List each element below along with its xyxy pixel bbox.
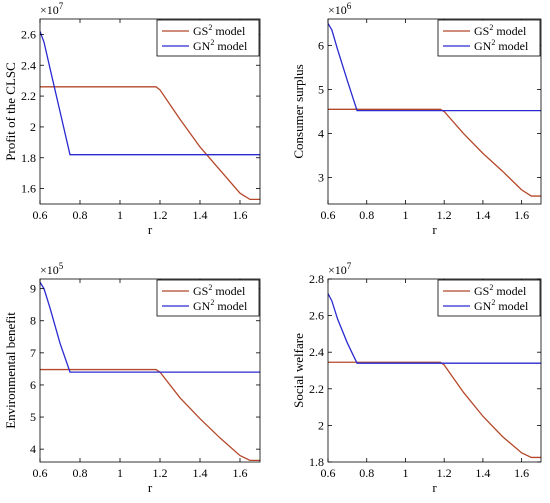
y-tick-label: 2 [318,418,324,432]
x-tick-label: 1 [117,466,123,480]
x-tick-label: 1.4 [475,466,490,480]
x-tick-label: 0.6 [33,208,48,222]
legend-entry: GS2 model [474,283,527,298]
series-line-gn [40,31,260,156]
x-tick-label: 1.4 [475,208,490,222]
x-tick-label: 1.6 [233,466,248,480]
y-tick-label: 1.8 [309,455,324,469]
x-axis-label: r [148,480,153,495]
series-line-gs [40,86,260,201]
x-tick-label: 1.6 [514,208,529,222]
series-line-gn [328,23,541,112]
y-tick-label: 7 [30,346,36,360]
series-line-gn [40,281,260,373]
legend-entry: GN2 model [193,298,248,313]
legend-entry: GN2 model [474,38,529,53]
y-tick-label: 6 [30,378,36,392]
x-tick-label: 1.2 [153,466,168,480]
legend-box [437,279,541,317]
y-tick-label: 1.6 [21,182,36,196]
x-tick-label: 0.6 [321,466,336,480]
y-tick-label: 2.4 [21,58,36,72]
legend-entry: GS2 model [193,283,246,298]
y-tick-label: 5 [30,410,36,424]
x-tick-label: 0.8 [359,466,374,480]
series-line-gs [328,108,541,197]
x-tick-label: 0.6 [33,466,48,480]
x-tick-label: 1.6 [233,208,248,222]
y-axis-label: Environmental benefit [3,312,18,429]
plot-frame [327,18,542,205]
y-tick-label: 9 [30,282,36,296]
x-tick-label: 1.2 [153,208,168,222]
y-axis-label: Profit of the CLSC [3,62,18,161]
chart-panel-3: 0.6 0.8 1 1.2 1.4 1.6 4 5 6 7 8 9 ×105 r Environmental… [3,261,261,495]
y-tick-label: 5 [318,82,324,96]
chart-panel-4: 0.6 0.8 1 1.2 1.4 1.6 1.8 2 2.2 2.4 2.6 2.8 ×107 r Soc… [291,261,542,495]
y-tick-label: 2.2 [21,89,36,103]
y-exponent-label: ×107 [40,1,64,17]
legend-entry: GN2 model [193,38,248,53]
legend-entry: GN2 model [474,298,529,313]
legend-box [156,279,260,317]
chart-panel-1: 0.6 0.8 1 1.2 1.4 1.6 1.6 1.8 2 2.2 2.4 2.6 ×107 r Pro… [3,1,261,237]
legend-box [437,19,541,57]
x-tick-label: 1 [117,208,123,222]
y-tick-label: 2.4 [309,345,324,359]
x-tick-label: 0.8 [73,208,88,222]
y-tick-label: 2.2 [309,382,324,396]
x-tick-label: 1 [402,208,408,222]
y-tick-label: 3 [318,171,324,185]
chart-panel-2: 0.6 0.8 1 1.2 1.4 1.6 3 4 5 6 ×106 r Consumer surplu… [291,1,542,237]
x-tick-label: 1 [402,466,408,480]
y-axis-label: Consumer surplus [291,64,306,158]
x-tick-label: 1.6 [514,466,529,480]
y-exponent-label: ×106 [328,1,352,17]
y-tick-label: 2.8 [309,272,324,286]
x-axis-label: r [432,480,437,495]
legend-entry: GS2 model [193,23,246,38]
x-tick-label: 1.4 [193,466,208,480]
series-line-gs [40,368,260,462]
plot-frame [39,278,261,463]
y-tick-label: 2.6 [309,309,324,323]
series-line-gn [328,293,541,364]
plot-frame [39,18,261,205]
y-tick-label: 8 [30,314,36,328]
y-exponent-label: ×107 [328,261,352,277]
x-tick-label: 1.2 [437,466,452,480]
series-line-gs [328,361,541,459]
x-tick-label: 1.4 [193,208,208,222]
x-tick-label: 0.8 [359,208,374,222]
y-tick-label: 6 [318,38,324,52]
plot-frame [327,278,542,463]
x-tick-label: 1.2 [437,208,452,222]
legend-box [156,19,260,57]
x-tick-label: 0.8 [73,466,88,480]
y-tick-label: 2 [30,120,36,134]
x-axis-label: r [432,222,437,237]
x-axis-label: r [148,222,153,237]
y-tick-label: 4 [318,127,324,141]
legend-entry: GS2 model [474,23,527,38]
y-tick-label: 2.6 [21,27,36,41]
y-tick-label: 4 [30,442,36,456]
y-tick-label: 1.8 [21,151,36,165]
y-axis-label: Social welfare [291,333,306,408]
x-tick-label: 0.6 [321,208,336,222]
y-exponent-label: ×105 [40,261,64,277]
